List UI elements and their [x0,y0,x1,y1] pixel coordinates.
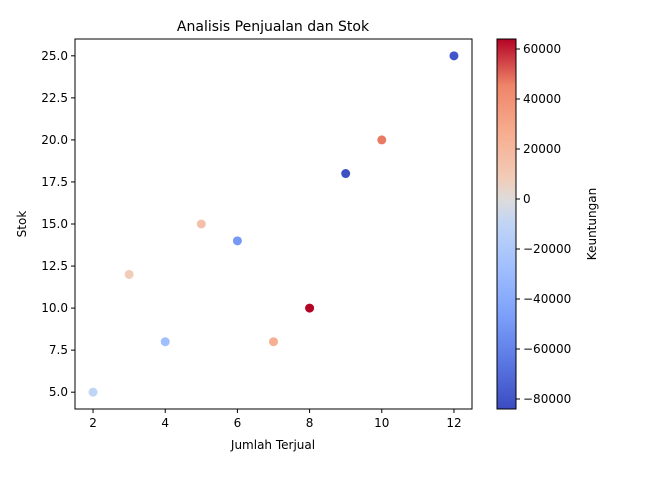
y-tick-label: 5.0 [49,385,68,399]
scatter-point [377,135,387,145]
colorbar-tick-label: −60000 [523,342,571,356]
scatter-point [341,169,351,179]
scatter-point [196,219,206,229]
colorbar-tick-label: 60000 [523,42,561,56]
y-tick-label: 7.5 [49,343,68,357]
x-tick-label: 12 [446,416,461,430]
y-axis: 5.0 7.5 10.0 12.5 15.0 17.5 20.0 22.5 25.0 [41,49,75,399]
x-axis: 2 4 6 8 10 12 [89,409,462,430]
colorbar-label: Keuntungan [585,188,599,260]
y-tick-label: 17.5 [41,175,68,189]
x-axis-label: Jumlah Terjual [230,438,315,452]
scatter-point [124,269,134,279]
y-tick-label: 12.5 [41,259,68,273]
scatter-point [449,51,459,61]
colorbar-tick-label: −20000 [523,242,571,256]
chart-title: Analisis Penjualan dan Stok [177,19,370,35]
x-tick-label: 2 [89,416,97,430]
y-tick-label: 10.0 [41,301,68,315]
y-tick-label: 22.5 [41,91,68,105]
scatter-point [160,337,170,347]
data-points [88,51,459,397]
y-tick-label: 15.0 [41,217,68,231]
colorbar-tick-label: 40000 [523,92,561,106]
scatter-point [305,303,315,313]
x-tick-label: 10 [374,416,389,430]
plot-frame [74,38,473,410]
x-tick-label: 6 [234,416,242,430]
colorbar-tick-label: 20000 [523,142,561,156]
colorbar [496,38,517,410]
colorbar-tick-label: −80000 [523,392,571,406]
y-tick-label: 25.0 [41,49,68,63]
scatter-point [88,387,98,397]
scatter-point [269,337,278,347]
scatter-point [232,236,242,246]
x-tick-label: 8 [306,416,314,430]
x-tick-label: 4 [161,416,169,430]
colorbar-ticks: 60000 40000 20000 0 −20000 −40000 −60000 −80000 [516,42,571,406]
colorbar-tick-label: 0 [523,192,531,206]
y-tick-label: 20.0 [41,133,68,147]
y-axis-label: Stok [15,211,29,238]
colorbar-tick-label: −40000 [523,292,571,306]
